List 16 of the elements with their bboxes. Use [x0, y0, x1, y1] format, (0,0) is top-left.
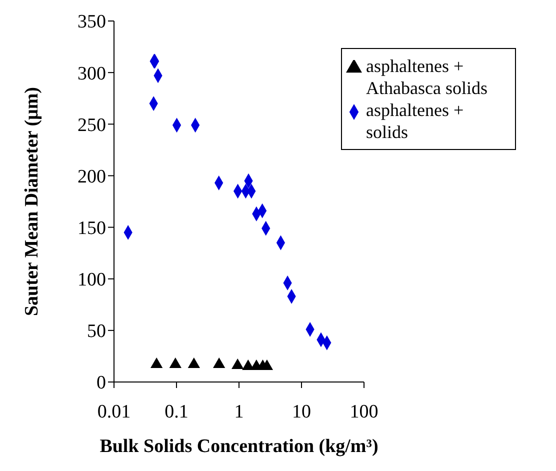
y-tick-label: 0	[96, 372, 106, 394]
x-tick-label: 100	[350, 401, 378, 422]
y-axis-title: Sauter Mean Diameter (μm)	[22, 86, 43, 316]
x-axis-title: Bulk Solids Concentration (kg/m³)	[100, 436, 378, 457]
legend-label: asphaltenes + solids	[366, 99, 465, 143]
y-tick-label: 100	[78, 270, 106, 291]
y-tick-label: 300	[78, 63, 106, 84]
y-tick-label: 350	[78, 12, 106, 33]
y-tick-label: 50	[87, 321, 106, 342]
y-tick-label: 200	[78, 166, 106, 188]
x-tick-label: 10	[292, 401, 311, 422]
x-tick-label: 0.1	[164, 401, 188, 422]
y-tick-label: 250	[78, 114, 106, 136]
x-tick-label: 0.01	[97, 401, 131, 422]
y-tick-label: 150	[78, 218, 106, 240]
x-tick-label: 1	[234, 401, 244, 422]
